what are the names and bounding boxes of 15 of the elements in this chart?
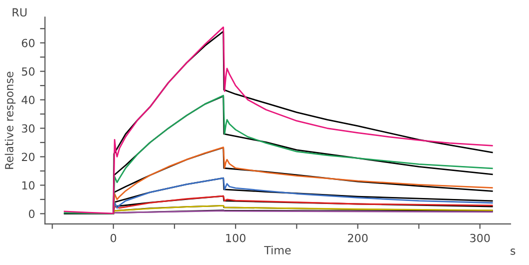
text: s <box>510 248 516 255</box>
y-tick-label: 40 <box>22 96 35 104</box>
text: RU <box>12 8 27 17</box>
y-tick-label: 60 <box>22 38 35 48</box>
y-axis-title: Relative response <box>4 72 16 169</box>
y-tick-label: 30 <box>22 124 35 133</box>
y-tick-label: 20 <box>22 152 35 162</box>
x-tick-label: 300 <box>470 234 490 242</box>
y-tick-label: 0 <box>28 210 35 218</box>
y-tick-label: 50 <box>22 67 35 76</box>
x-tick-label: 200 <box>348 234 368 242</box>
x-tick-label: 100 <box>226 234 246 242</box>
y-tick-label: 10 <box>22 181 35 190</box>
x-axis-title: Time <box>264 246 291 254</box>
x-tick-label: 0 <box>110 234 116 242</box>
